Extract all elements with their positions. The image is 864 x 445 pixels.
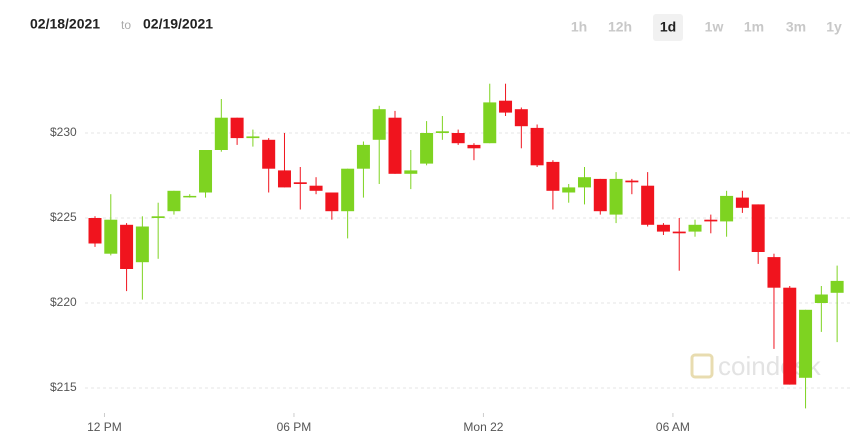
candle-body: [609, 178, 623, 215]
candle-body: [356, 144, 370, 169]
candle-body: [325, 192, 339, 212]
watermark-icon: [690, 353, 714, 379]
range-button[interactable]: 1w: [705, 19, 724, 35]
date-to: 02/19/2021: [143, 16, 213, 32]
candle-body: [435, 131, 449, 133]
date-separator: to: [121, 18, 131, 32]
candle-body: [783, 287, 797, 385]
selected-button-bg: [653, 14, 683, 41]
candle-body: [372, 109, 386, 140]
candle-body: [751, 204, 765, 252]
candle-body: [720, 195, 734, 222]
candle-body: [830, 280, 844, 293]
candle-body: [483, 102, 497, 144]
candle-body: [420, 133, 434, 164]
candle-body: [546, 161, 560, 191]
candle-body: [309, 185, 323, 191]
candle-body: [120, 224, 134, 269]
candle-body: [499, 100, 513, 113]
candle-body: [704, 219, 718, 222]
candle-body: [451, 133, 465, 144]
candle-body: [214, 117, 228, 150]
x-tick-label: Mon 22: [463, 420, 503, 434]
x-tick-label: 06 AM: [656, 420, 690, 434]
range-buttons: 1h 12h 1d 1w 1m 3m 1y: [571, 14, 842, 41]
candle-body: [262, 139, 276, 169]
candle-body: [799, 309, 813, 378]
range-button[interactable]: 3m: [786, 19, 806, 35]
candle-body: [814, 294, 828, 303]
x-tick-label: 06 PM: [277, 420, 312, 434]
candle-body: [167, 190, 181, 212]
y-tick-label: $225: [50, 210, 77, 224]
candle-body: [341, 168, 355, 212]
candle-body: [577, 177, 591, 188]
candle-body: [467, 144, 481, 149]
candle-body: [230, 117, 244, 139]
candle-body: [388, 117, 402, 174]
range-button[interactable]: 1d: [660, 19, 676, 35]
candle-body: [199, 150, 213, 193]
candle-body: [293, 182, 307, 184]
candle-body: [151, 216, 165, 218]
candle-body: [688, 224, 702, 232]
candle-body: [735, 197, 749, 208]
y-tick-label: $220: [50, 295, 77, 309]
date-from: 02/18/2021: [30, 16, 100, 32]
range-button[interactable]: 1m: [744, 19, 764, 35]
candle-body: [277, 170, 291, 188]
candle-body: [135, 226, 149, 263]
candle-body: [656, 224, 670, 232]
candle-body: [641, 185, 655, 225]
candle-body: [593, 178, 607, 212]
x-tick-label: 12 PM: [87, 420, 122, 434]
candle-body: [88, 218, 102, 244]
range-button[interactable]: 1h: [571, 19, 587, 35]
candle-body: [404, 170, 418, 174]
candle-body: [625, 180, 639, 183]
candle-body: [104, 219, 118, 254]
candle-body: [183, 195, 197, 198]
y-tick-label: $230: [50, 125, 77, 139]
range-button[interactable]: 1y: [826, 19, 842, 35]
y-tick-label: $215: [50, 380, 77, 394]
candle-body: [514, 109, 528, 127]
candle-body: [672, 231, 686, 234]
range-button[interactable]: 12h: [608, 19, 632, 35]
candle-body: [246, 136, 260, 139]
candle-body: [767, 257, 781, 288]
candle-body: [562, 187, 576, 193]
candle-body: [530, 127, 544, 166]
